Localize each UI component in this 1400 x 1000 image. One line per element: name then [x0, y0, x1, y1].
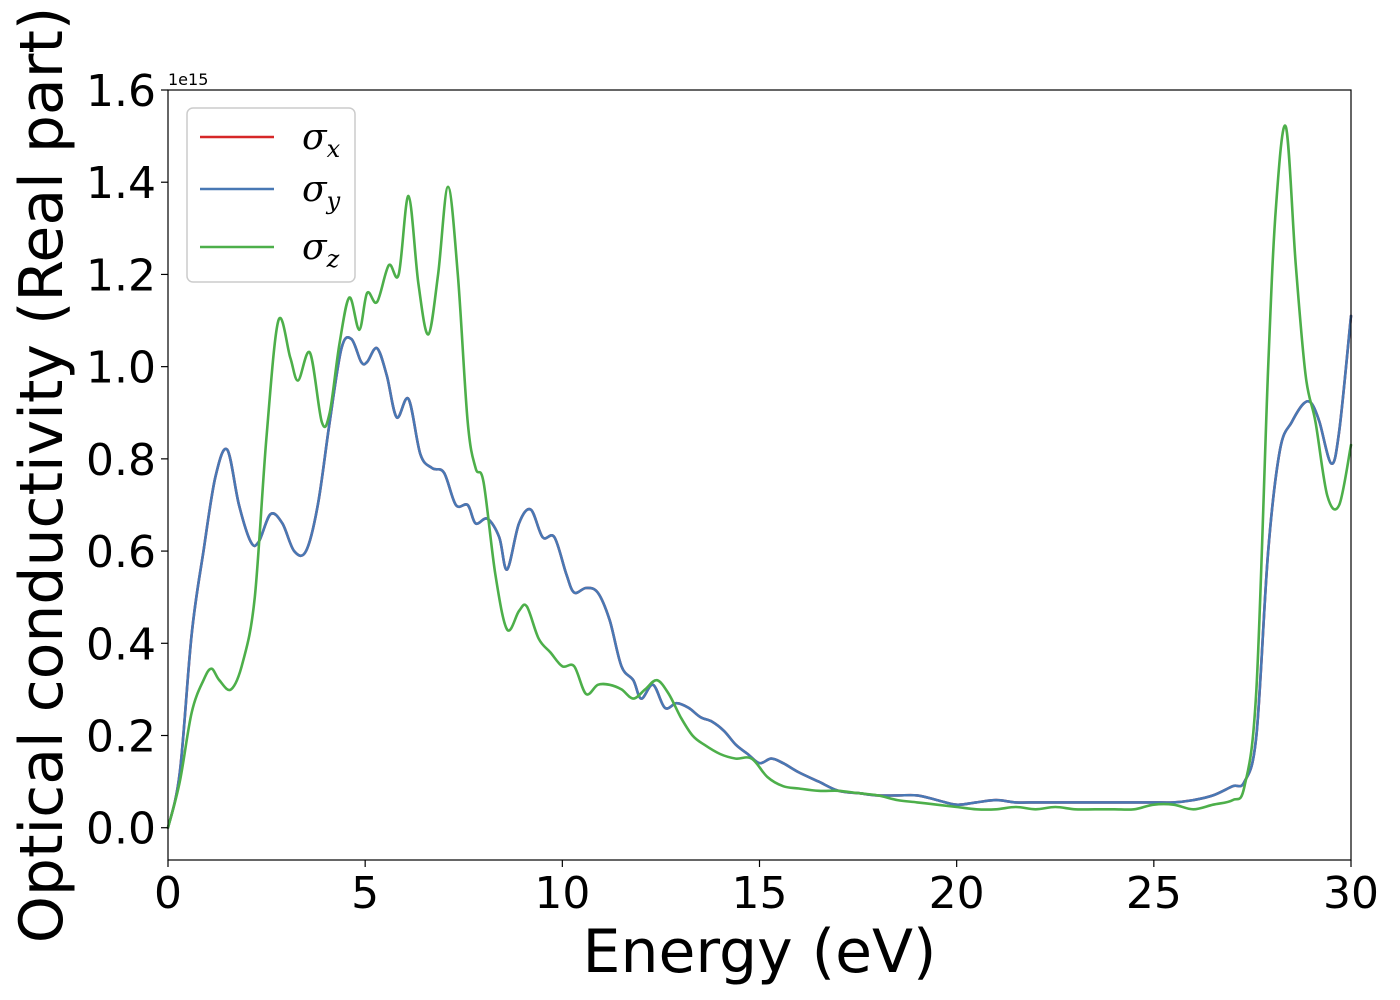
x-tick-label: 0	[154, 868, 182, 919]
x-tick-label: 25	[1126, 868, 1182, 919]
x-axis-title: Energy (eV)	[583, 917, 937, 987]
y-tick-label: 0.2	[86, 712, 156, 763]
x-tick-label: 10	[534, 868, 590, 919]
x-tick-label: 15	[732, 868, 788, 919]
legend-box	[186, 107, 356, 283]
x-tick-label: 5	[351, 868, 379, 919]
series-line-sigma-z	[166, 124, 1353, 829]
x-tick-label: 20	[929, 868, 985, 919]
y-tick-label: 1.6	[86, 66, 156, 117]
legend-label-sigma-y: σy	[302, 169, 341, 215]
series-layer	[166, 124, 1353, 829]
y-axis-title: Optical conductivity (Real part)	[7, 7, 77, 944]
y-tick-label: 0.0	[86, 804, 156, 855]
y-tick-label: 0.6	[86, 527, 156, 578]
y-tick-label: 1.4	[86, 158, 156, 209]
legend-label-sigma-z: σz	[302, 227, 340, 273]
y-offset-label: 1e15	[168, 70, 208, 89]
plot-background	[168, 90, 1351, 860]
y-tick-label: 0.8	[86, 435, 156, 486]
y-tick-label: 0.4	[86, 619, 156, 670]
legend: σx σy σz	[186, 107, 356, 283]
x-axis: 0 5 10 15 20 25 30	[154, 860, 1379, 919]
y-axis: 0.0 0.2 0.4 0.6 0.8 1.0 1.2 1.4 1.6	[86, 66, 168, 855]
legend-label-sigma-x: σx	[302, 117, 341, 163]
y-tick-label: 1.0	[86, 343, 156, 394]
x-tick-label: 30	[1323, 868, 1379, 919]
y-tick-label: 1.2	[86, 250, 156, 301]
